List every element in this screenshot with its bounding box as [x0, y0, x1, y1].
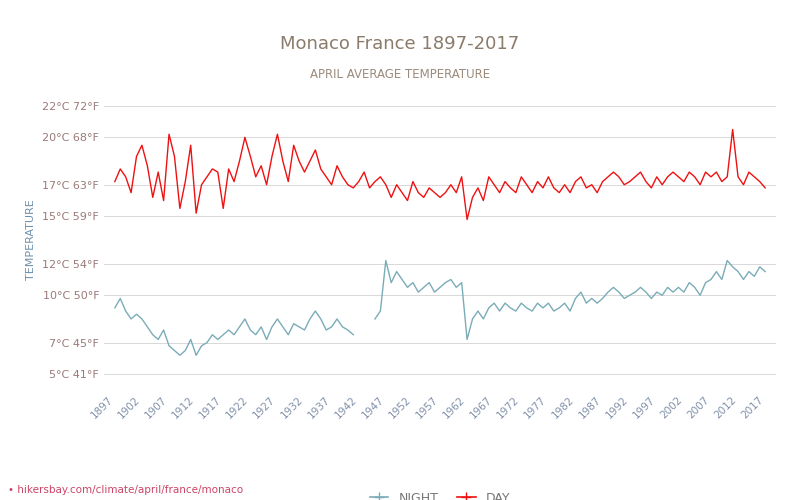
Legend: NIGHT, DAY: NIGHT, DAY: [365, 487, 515, 500]
Y-axis label: TEMPERATURE: TEMPERATURE: [26, 200, 37, 280]
Text: Monaco France 1897-2017: Monaco France 1897-2017: [280, 35, 520, 53]
Text: APRIL AVERAGE TEMPERATURE: APRIL AVERAGE TEMPERATURE: [310, 68, 490, 80]
Text: • hikersbay.com/climate/april/france/monaco: • hikersbay.com/climate/april/france/mon…: [8, 485, 243, 495]
